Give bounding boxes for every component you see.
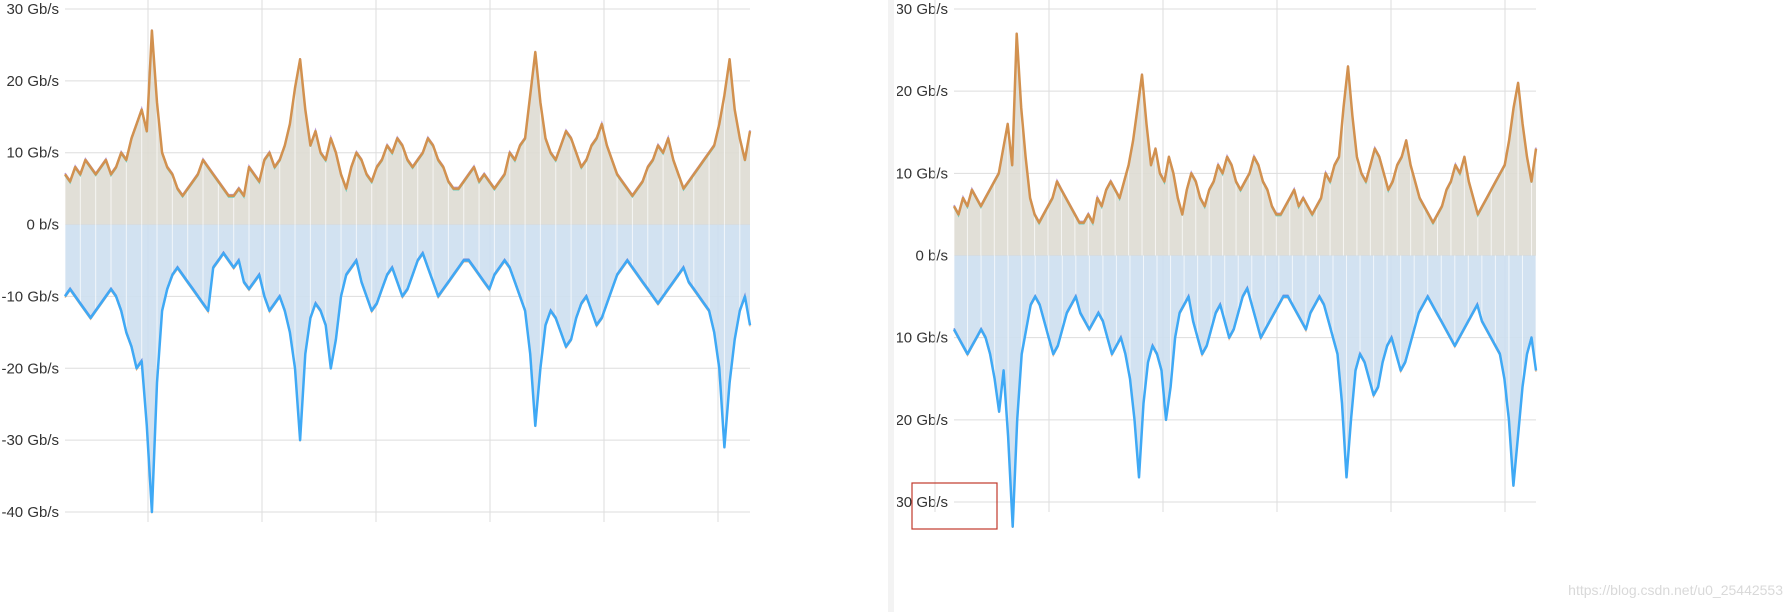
- y-tick-label: -20 Gb/s: [1, 360, 59, 377]
- y-tick-label: 20 Gb/s: [897, 83, 948, 100]
- y-tick-label: -10 Gb/s: [1, 288, 59, 305]
- highlight-box: [911, 482, 998, 530]
- outbound-series-line: [952, 287, 1538, 528]
- y-tick-label: 10 Gb/s: [897, 165, 948, 182]
- inbound-series-line: [952, 32, 1538, 224]
- outbound-series-line: [63, 252, 752, 514]
- outbound-series-accent: [64, 252, 751, 514]
- y-tick-label: 0 b/s: [915, 248, 948, 265]
- left-traffic-chart: 30 Gb/s 20 Gb/s 10 Gb/s 0 b/s -10 Gb/s -20 Gb…: [0, 0, 886, 612]
- right-traffic-chart: 30 Gb/s 20 Gb/s 10 Gb/s 0 b/s -10 Gb/s -20 Gb…: [897, 0, 1789, 612]
- outbound-area: [954, 255, 1536, 527]
- inbound-series-line: [63, 29, 752, 198]
- y-tick-label: -20 Gb/s: [897, 412, 948, 429]
- watermark-text: https://blog.csdn.net/u0_25442553: [1568, 582, 1783, 598]
- panel-divider: [888, 0, 894, 612]
- y-tick-label: -40 Gb/s: [1, 504, 59, 521]
- y-tick-label: 0 b/s: [26, 217, 59, 234]
- y-tick-label: -10 Gb/s: [897, 330, 948, 347]
- inbound-area: [954, 33, 1536, 256]
- y-tick-label: -30 Gb/s: [1, 432, 59, 449]
- y-tick-label: 30 Gb/s: [6, 1, 59, 18]
- outbound-area: [65, 224, 750, 513]
- inbound-area: [65, 30, 750, 225]
- left-chart-svg: 30 Gb/s 20 Gb/s 10 Gb/s 0 b/s -10 Gb/s -20 Gb…: [1, 0, 752, 522]
- y-tick-label: -30 Gb/s: [897, 494, 948, 511]
- right-chart-svg: 30 Gb/s 20 Gb/s 10 Gb/s 0 b/s -10 Gb/s -20 Gb…: [897, 0, 1538, 530]
- y-tick-label: 20 Gb/s: [6, 73, 59, 90]
- y-tick-label: 30 Gb/s: [897, 1, 948, 18]
- y-tick-label: 10 Gb/s: [6, 145, 59, 162]
